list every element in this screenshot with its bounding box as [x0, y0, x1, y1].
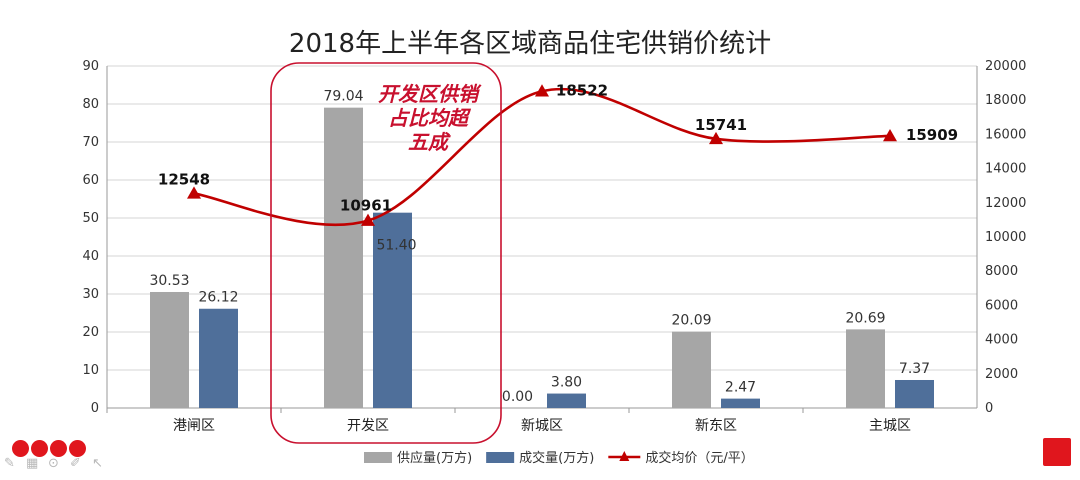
legend-swatch — [364, 452, 392, 463]
price-line-path — [193, 87, 891, 226]
bar-value-label: 2.47 — [725, 380, 756, 396]
legend-label: 供应量(万方) — [397, 450, 472, 466]
bar-value-label: 30.53 — [149, 273, 189, 289]
price-value-label: 12548 — [158, 170, 210, 188]
bar-value-label: 79.04 — [323, 89, 363, 105]
y-right-tick-label: 14000 — [985, 162, 1026, 177]
bar — [150, 291, 189, 408]
price-marker — [187, 186, 201, 199]
price-marker — [709, 131, 723, 145]
bar-value-label: 3.80 — [551, 375, 582, 391]
y-left-tick-label: 20 — [82, 325, 99, 340]
price-value-label: 18522 — [556, 81, 608, 99]
search-icon[interactable]: ⊙ — [48, 456, 59, 471]
y-right-tick-label: 10000 — [985, 230, 1026, 245]
y-right-tick-label: 2000 — [985, 367, 1018, 382]
bar-value-label: 26.12 — [198, 290, 238, 306]
bar-value-label: 20.69 — [845, 310, 885, 326]
slide-toolbar: ✎ ▦ ⊙ ✐ ↖ — [4, 456, 114, 471]
bar-value-label: 20.09 — [671, 313, 711, 329]
y-right-tick-label: 20000 — [985, 59, 1026, 74]
annotation-line-1: 开发区供销 — [378, 82, 482, 106]
legend-swatch — [486, 452, 515, 463]
y-left-tick-label: 60 — [82, 173, 99, 188]
legend-marker — [619, 451, 630, 461]
bar-value-label: 7.37 — [899, 361, 930, 377]
bar — [672, 331, 711, 408]
bar — [895, 379, 934, 408]
bar — [846, 329, 885, 408]
price-value-label: 15741 — [695, 116, 747, 134]
y-left-tick-label: 30 — [82, 287, 99, 302]
bar — [199, 308, 238, 408]
bar-value-label: 51.40 — [376, 238, 416, 254]
marker-icon[interactable]: ✐ — [70, 456, 81, 471]
annotation-line-3: 五成 — [408, 130, 451, 154]
y-right-tick-label: 18000 — [985, 93, 1026, 108]
y-left-tick-label: 40 — [82, 249, 99, 264]
y-right-tick-label: 8000 — [985, 264, 1018, 279]
y-left-tick-label: 90 — [82, 59, 99, 74]
y-left-tick-label: 10 — [82, 363, 99, 378]
bar-value-label: 0.00 — [502, 389, 533, 405]
indicator-dot — [31, 440, 48, 457]
pen-icon[interactable]: ✎ — [4, 456, 15, 471]
y-left-tick-label: 0 — [91, 401, 99, 416]
y-left-tick-label: 70 — [82, 135, 99, 150]
indicator-dot — [50, 440, 67, 457]
y-right-tick-label: 16000 — [985, 127, 1026, 142]
price-value-label: 15909 — [906, 126, 958, 144]
bar — [547, 393, 586, 408]
indicator-dot — [69, 440, 86, 457]
legend-label: 成交均价（元/平） — [645, 450, 753, 466]
price-marker — [535, 84, 549, 97]
category-label: 新城区 — [521, 418, 563, 434]
bar — [721, 398, 760, 408]
bar — [373, 212, 412, 408]
bar — [324, 107, 363, 408]
data-labels: 30.53 79.04 0.00 20.09 20.69 26.12 51.40 3.80 2.… — [149, 81, 958, 405]
bars — [150, 107, 934, 408]
category-label: 开发区 — [347, 418, 389, 434]
price-marker — [361, 213, 375, 226]
slides-icon[interactable]: ▦ — [26, 456, 39, 471]
y-right-tick-label: 0 — [985, 401, 993, 416]
chart-title: 2018年上半年各区域商品住宅供销价统计 — [289, 29, 771, 59]
y-left-tick-label: 50 — [82, 211, 99, 226]
price-line — [187, 84, 897, 226]
price-value-label: 10961 — [340, 197, 392, 215]
annotation: 开发区供销 占比均超 五成 — [378, 82, 482, 154]
y-right-tick-label: 4000 — [985, 333, 1018, 348]
category-label: 主城区 — [869, 418, 911, 434]
highlight-box — [270, 62, 502, 444]
y-right-tick-label: 12000 — [985, 196, 1026, 211]
pointer-icon[interactable]: ↖ — [92, 456, 103, 471]
y-right-tick-label: 6000 — [985, 298, 1018, 313]
price-marker — [883, 128, 897, 142]
y-left-tick-label: 80 — [82, 97, 99, 112]
category-label: 新东区 — [695, 418, 737, 434]
category-label: 港闸区 — [173, 418, 215, 434]
annotation-line-2: 占比均超 — [388, 106, 472, 130]
legend-label: 成交量(万方) — [519, 450, 594, 466]
axes: 0 10 20 30 40 50 60 70 80 90 0 2000 4000 6000 8000 1000… — [82, 59, 1026, 434]
indicator-dot — [12, 440, 29, 457]
slide-menu-button[interactable] — [1043, 438, 1071, 466]
grid-lines — [107, 65, 977, 409]
legend: 供应量(万方) 成交量(万方) 成交均价（元/平） — [364, 450, 754, 466]
